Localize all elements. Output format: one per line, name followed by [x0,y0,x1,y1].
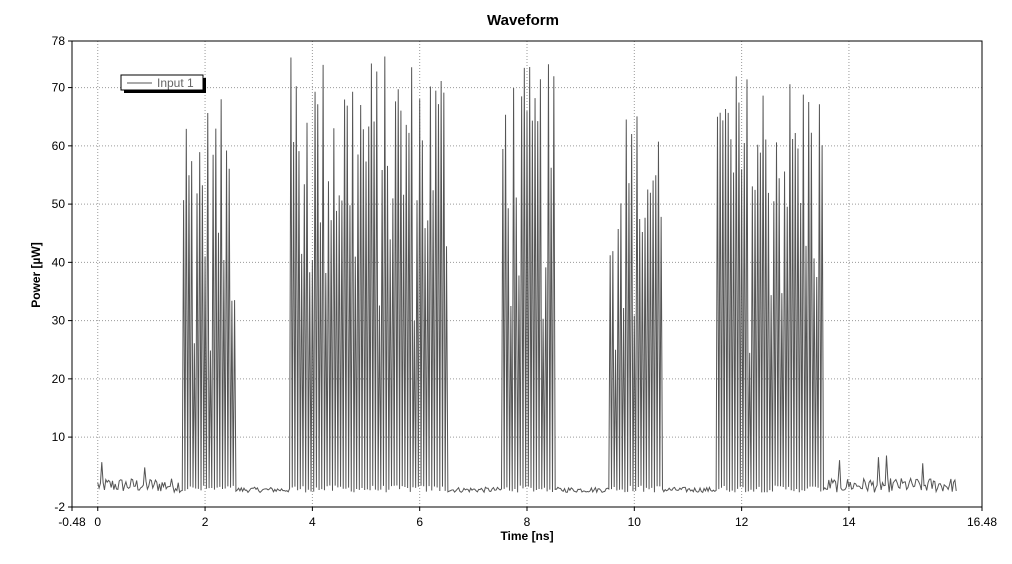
x-tick-label: 0 [94,515,101,529]
y-tick-label: 30 [52,314,66,328]
y-tick-label: 60 [52,139,66,153]
legend-entry-input-1: Input 1 [157,76,194,90]
x-axis-label: Time [ns] [500,529,553,543]
x-tick-label: 6 [416,515,423,529]
x-tick-label: 2 [202,515,209,529]
x-tick-label: -0.48 [58,515,86,529]
x-axis-ticks: -0.48 0 2 4 6 8 10 12 14 16.48 [58,507,997,529]
y-tick-label: 50 [52,197,66,211]
series-line-input-1 [97,56,957,494]
y-tick-label: 40 [52,255,66,269]
x-tick-label: 16.48 [967,515,997,529]
series-input-1 [97,56,957,494]
x-tick-label: 14 [842,515,856,529]
x-tick-label: 8 [524,515,531,529]
y-axis-ticks: -2 10 20 30 40 50 60 70 78 [52,34,72,514]
x-tick-label: 10 [628,515,642,529]
legend: Input 1 [120,74,206,93]
legend-box [120,74,204,91]
y-tick-label: 20 [52,372,66,386]
y-tick-label: -2 [54,500,65,514]
x-tick-label: 4 [309,515,316,529]
y-tick-label: 70 [52,81,66,95]
y-tick-label: 10 [52,430,66,444]
y-tick-label: 78 [52,34,66,48]
x-tick-label: 12 [735,515,749,529]
chart-title: Waveform [487,12,559,29]
y-axis-label: Power [µW] [29,242,43,308]
